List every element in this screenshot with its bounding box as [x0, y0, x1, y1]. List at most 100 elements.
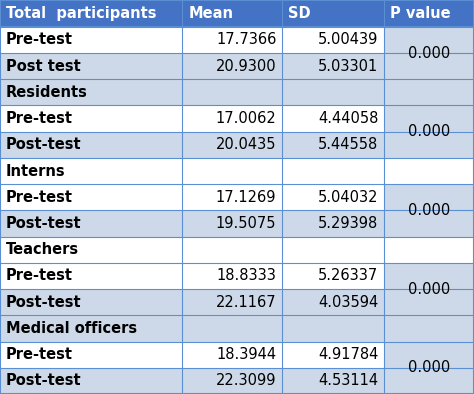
Bar [384, 0, 474, 27]
Text: 18.3944: 18.3944 [216, 347, 276, 362]
Text: P value: P value [390, 6, 450, 21]
Bar [182, 368, 282, 394]
Text: 5.04032: 5.04032 [318, 190, 378, 205]
Bar [282, 106, 384, 132]
Text: Pre-test: Pre-test [6, 190, 73, 205]
Text: Teachers: Teachers [6, 242, 79, 257]
Text: Medical officers: Medical officers [6, 321, 137, 336]
Text: 5.00439: 5.00439 [318, 32, 378, 47]
Text: Pre-test: Pre-test [6, 111, 73, 126]
Bar [0, 342, 182, 368]
Bar [0, 53, 182, 79]
Text: 0.000: 0.000 [408, 203, 450, 218]
Bar [182, 184, 282, 210]
Bar [0, 263, 182, 289]
Bar [384, 263, 474, 315]
Bar [0, 106, 182, 132]
Text: Post-test: Post-test [6, 216, 82, 231]
Bar [182, 315, 282, 342]
Bar [0, 27, 182, 53]
Bar [182, 342, 282, 368]
Bar [0, 0, 182, 27]
Text: Interns: Interns [6, 164, 65, 178]
Bar [384, 263, 474, 289]
Bar [384, 184, 474, 237]
Text: Post-test: Post-test [6, 295, 82, 310]
Text: 0.000: 0.000 [408, 124, 450, 139]
Text: Pre-test: Pre-test [6, 32, 73, 47]
Bar [182, 0, 282, 27]
Bar [0, 315, 182, 342]
Bar [282, 27, 384, 53]
Text: Pre-test: Pre-test [6, 268, 73, 283]
Bar [384, 342, 474, 368]
Bar [182, 263, 282, 289]
Bar [0, 184, 182, 210]
Bar [282, 368, 384, 394]
Text: 0.000: 0.000 [408, 46, 450, 61]
Text: 20.0435: 20.0435 [216, 138, 276, 152]
Bar [182, 106, 282, 132]
Text: Post test: Post test [6, 59, 81, 74]
Bar [384, 368, 474, 394]
Bar [282, 79, 384, 106]
Text: 22.1167: 22.1167 [216, 295, 276, 310]
Bar [384, 79, 474, 106]
Text: 17.0062: 17.0062 [216, 111, 276, 126]
Bar [0, 158, 182, 184]
Bar [384, 106, 474, 132]
Bar [384, 237, 474, 263]
Bar [0, 289, 182, 315]
Bar [282, 210, 384, 237]
Text: Mean: Mean [188, 6, 233, 21]
Bar [384, 106, 474, 158]
Text: 20.9300: 20.9300 [216, 59, 276, 74]
Bar [182, 79, 282, 106]
Text: 22.3099: 22.3099 [216, 374, 276, 388]
Bar [282, 315, 384, 342]
Bar [384, 210, 474, 237]
Text: Residents: Residents [6, 85, 88, 100]
Text: 5.29398: 5.29398 [318, 216, 378, 231]
Bar [0, 132, 182, 158]
Bar [182, 158, 282, 184]
Bar [384, 132, 474, 158]
Bar [0, 210, 182, 237]
Bar [282, 132, 384, 158]
Text: 4.91784: 4.91784 [318, 347, 378, 362]
Text: SD: SD [288, 6, 310, 21]
Text: 5.44558: 5.44558 [318, 138, 378, 152]
Bar [282, 0, 384, 27]
Text: 0.000: 0.000 [408, 360, 450, 375]
Bar [0, 368, 182, 394]
Text: Post-test: Post-test [6, 138, 82, 152]
Text: 17.7366: 17.7366 [216, 32, 276, 47]
Bar [282, 237, 384, 263]
Text: 4.03594: 4.03594 [318, 295, 378, 310]
Text: 4.44058: 4.44058 [318, 111, 378, 126]
Text: 18.8333: 18.8333 [217, 268, 276, 283]
Text: 4.53114: 4.53114 [318, 374, 378, 388]
Text: 5.03301: 5.03301 [318, 59, 378, 74]
Text: 17.1269: 17.1269 [216, 190, 276, 205]
Bar [384, 53, 474, 79]
Bar [182, 132, 282, 158]
Bar [282, 53, 384, 79]
Bar [0, 79, 182, 106]
Text: Post-test: Post-test [6, 374, 82, 388]
Bar [384, 27, 474, 53]
Bar [282, 158, 384, 184]
Bar [282, 342, 384, 368]
Bar [384, 289, 474, 315]
Bar [384, 27, 474, 79]
Bar [384, 342, 474, 394]
Text: Pre-test: Pre-test [6, 347, 73, 362]
Text: Total  participants: Total participants [6, 6, 156, 21]
Bar [0, 237, 182, 263]
Bar [182, 289, 282, 315]
Bar [182, 210, 282, 237]
Bar [384, 158, 474, 184]
Text: 19.5075: 19.5075 [216, 216, 276, 231]
Bar [384, 315, 474, 342]
Text: 5.26337: 5.26337 [318, 268, 378, 283]
